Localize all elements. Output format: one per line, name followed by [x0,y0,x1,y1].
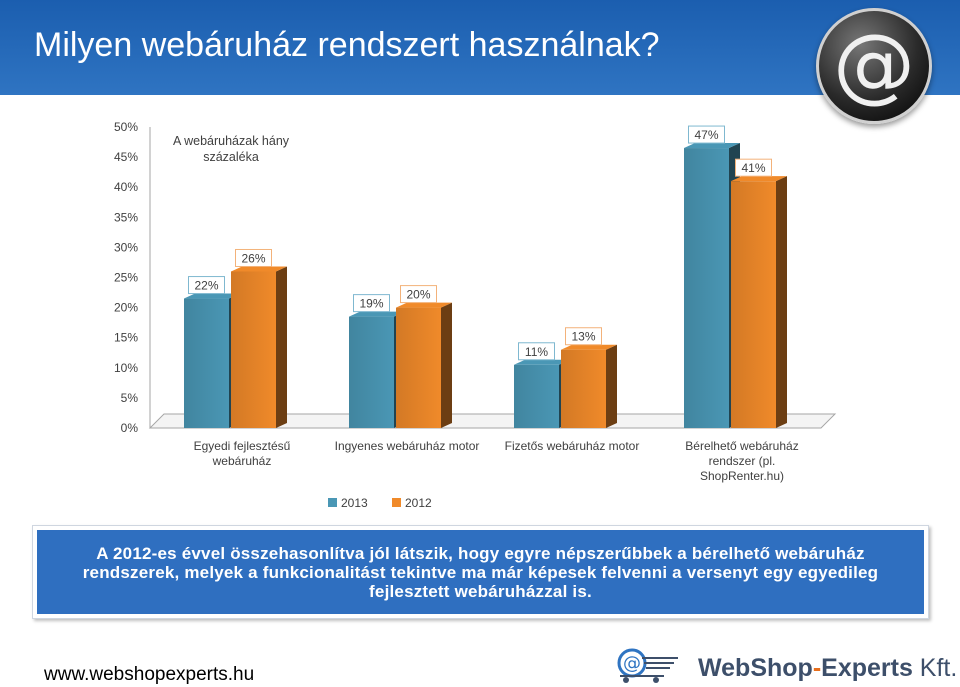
legend-swatch [392,498,401,507]
y-tick-label: 45% [114,150,138,164]
data-label-box [518,342,555,361]
shopping-cart-at-icon: @ [617,648,678,683]
bar-2012-2 [561,349,606,428]
y-tick-label: 20% [114,301,138,315]
brand-name: WebShop-Experts Kft. [698,654,958,682]
y-tick-label: 0% [121,421,139,435]
data-label-box [688,125,725,144]
brand-logo: @ WebShop-Experts Kft. [612,646,957,684]
svg-text:@: @ [623,653,641,674]
data-label: 26% [241,251,265,265]
legend-swatch [328,498,337,507]
bar-2012-3 [731,181,776,428]
bar-side [606,344,617,428]
y-tick-label: 40% [114,180,138,194]
data-label: 13% [571,330,595,344]
bar-2012-1 [396,307,441,428]
bar-top [184,293,240,299]
bar-top [349,311,405,317]
bar-side [276,266,287,428]
y-tick-label: 25% [114,271,138,285]
data-label-box [235,248,272,267]
data-label-box [400,285,437,304]
bar-side [776,176,787,428]
bar-2012-0 [231,271,276,428]
data-label: 19% [359,297,383,311]
bar-top [514,359,570,365]
title-bar: Milyen webáruház rendszert használnak? [0,0,960,95]
y-tick-label: 15% [114,331,138,345]
legend-label: 2012 [405,496,432,510]
data-label: 41% [741,161,765,175]
note-box: A 2012-es évvel összehasonlítva jól láts… [32,525,929,619]
bar-2013-3 [684,148,729,428]
chart-annotation: A webáruházak hány százaléka [173,134,290,164]
at-sign-icon: @ [816,8,932,124]
bar-top [396,302,452,308]
x-category-label: Egyedi fejlesztésű webáruház [194,439,291,468]
x-category-label: Fizetős webáruház motor [505,439,640,453]
bar-top [231,266,287,272]
y-tick-label: 5% [121,391,139,405]
bar-side [441,302,452,428]
data-label-box [565,327,602,346]
bar-chart: 0% 5% 10% 15% 20% 25% 30% 35% 40% 45% 50% A webáruh… [114,120,837,510]
footer-url[interactable]: www.webshopexperts.hu [44,664,255,685]
data-label: 22% [194,279,218,293]
data-label: 47% [694,128,718,142]
data-label: 11% [525,345,548,359]
y-tick-label: 35% [114,210,138,224]
data-label-box [188,276,225,295]
legend-label: 2013 [341,496,368,510]
y-tick-label: 50% [114,120,138,134]
y-tick-label: 30% [114,240,138,254]
bar-top [731,176,787,182]
x-category-label: Ingyenes webáruház motor [335,439,480,453]
bar-top [561,344,617,350]
slide-title: Milyen webáruház rendszert használnak? [34,26,660,64]
y-tick-label: 10% [114,361,138,375]
bar-top [684,143,740,149]
bar-2013-0 [184,298,229,428]
bar-2013-1 [349,316,394,428]
data-label-box [353,294,390,313]
data-label-box [735,158,772,177]
data-label: 20% [406,288,430,302]
x-category-label: Bérelhető webáruház rendszer (pl. ShopRent… [685,439,798,483]
bar-2013-2 [514,364,559,428]
note-text: A 2012-es évvel összehasonlítva jól láts… [82,543,879,601]
